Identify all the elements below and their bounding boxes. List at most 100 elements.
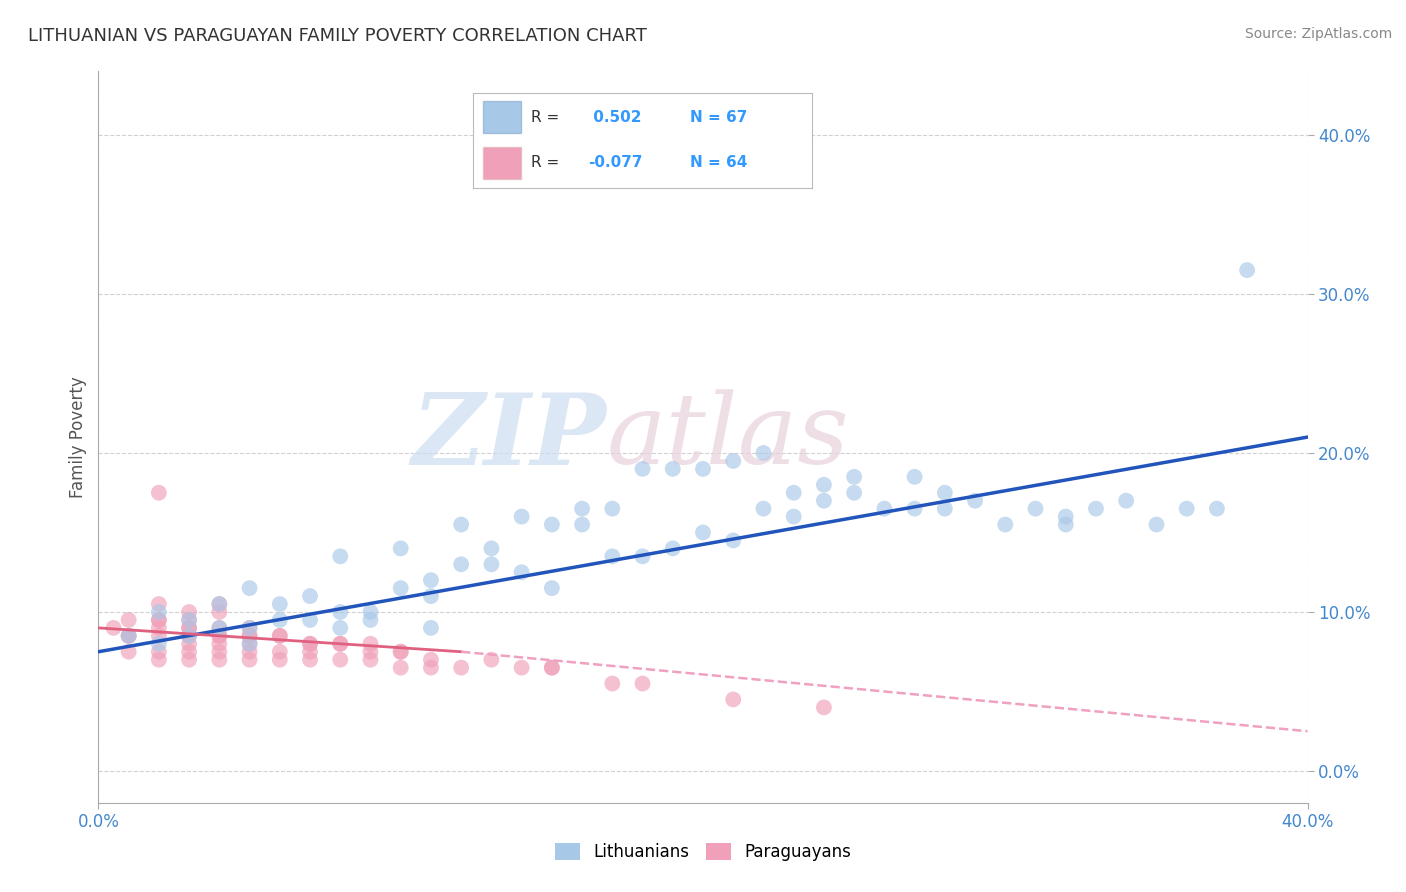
Point bbox=[329, 549, 352, 564]
Point bbox=[299, 613, 322, 627]
Point bbox=[450, 660, 472, 674]
Point bbox=[269, 629, 291, 643]
Point bbox=[873, 501, 896, 516]
Point bbox=[118, 613, 141, 627]
Point bbox=[360, 653, 382, 667]
Point bbox=[510, 509, 533, 524]
Point bbox=[450, 558, 472, 572]
Point bbox=[360, 637, 382, 651]
Point bbox=[723, 454, 745, 468]
Text: ZIP: ZIP bbox=[412, 389, 606, 485]
Point bbox=[602, 549, 624, 564]
Point bbox=[934, 501, 956, 516]
Point bbox=[239, 629, 262, 643]
Point bbox=[420, 653, 443, 667]
Point bbox=[239, 581, 262, 595]
Point bbox=[752, 446, 775, 460]
Point bbox=[844, 485, 866, 500]
Point bbox=[148, 613, 170, 627]
Point bbox=[1206, 501, 1229, 516]
Text: Source: ZipAtlas.com: Source: ZipAtlas.com bbox=[1244, 27, 1392, 41]
Point bbox=[299, 645, 322, 659]
Point bbox=[602, 676, 624, 690]
Point bbox=[1236, 263, 1258, 277]
Point bbox=[208, 621, 231, 635]
Point bbox=[571, 517, 593, 532]
Point bbox=[179, 629, 201, 643]
Point bbox=[118, 629, 141, 643]
Point bbox=[269, 645, 291, 659]
Point bbox=[783, 485, 806, 500]
Point bbox=[723, 692, 745, 706]
Point bbox=[299, 653, 322, 667]
Point bbox=[360, 645, 382, 659]
Point bbox=[661, 462, 683, 476]
Point bbox=[118, 629, 141, 643]
Point bbox=[389, 645, 412, 659]
Point bbox=[179, 653, 201, 667]
Point bbox=[1115, 493, 1137, 508]
Point bbox=[994, 517, 1017, 532]
Text: atlas: atlas bbox=[606, 390, 849, 484]
Point bbox=[148, 637, 170, 651]
Point bbox=[1054, 509, 1077, 524]
Point bbox=[239, 653, 262, 667]
Point bbox=[208, 597, 231, 611]
Point bbox=[103, 621, 125, 635]
Point bbox=[1175, 501, 1198, 516]
Point bbox=[148, 485, 170, 500]
Point bbox=[179, 621, 201, 635]
Point bbox=[631, 676, 654, 690]
Point bbox=[239, 621, 262, 635]
Point bbox=[208, 605, 231, 619]
Point bbox=[148, 653, 170, 667]
Point bbox=[179, 605, 201, 619]
Point bbox=[813, 700, 835, 714]
Point bbox=[329, 605, 352, 619]
Point bbox=[450, 517, 472, 532]
Point bbox=[148, 605, 170, 619]
Point bbox=[602, 501, 624, 516]
Legend: Lithuanians, Paraguayans: Lithuanians, Paraguayans bbox=[548, 836, 858, 868]
Point bbox=[904, 470, 927, 484]
Point bbox=[299, 589, 322, 603]
Point bbox=[269, 629, 291, 643]
Point bbox=[208, 637, 231, 651]
Point bbox=[692, 462, 714, 476]
Point bbox=[208, 597, 231, 611]
Point bbox=[179, 621, 201, 635]
Point bbox=[783, 509, 806, 524]
Point bbox=[239, 645, 262, 659]
Point bbox=[118, 629, 141, 643]
Point bbox=[844, 470, 866, 484]
Point bbox=[631, 549, 654, 564]
Point bbox=[360, 605, 382, 619]
Point bbox=[269, 653, 291, 667]
Point bbox=[692, 525, 714, 540]
Point bbox=[1085, 501, 1108, 516]
Point bbox=[118, 645, 141, 659]
Point bbox=[965, 493, 987, 508]
Point bbox=[148, 629, 170, 643]
Point bbox=[813, 477, 835, 491]
Point bbox=[179, 613, 201, 627]
Point bbox=[239, 621, 262, 635]
Point bbox=[934, 485, 956, 500]
Point bbox=[208, 629, 231, 643]
Point bbox=[571, 501, 593, 516]
Point bbox=[481, 653, 503, 667]
Point bbox=[179, 629, 201, 643]
Point bbox=[481, 558, 503, 572]
Point bbox=[329, 653, 352, 667]
Point bbox=[148, 621, 170, 635]
Point bbox=[540, 581, 562, 595]
Point bbox=[389, 660, 412, 674]
Point bbox=[360, 613, 382, 627]
Point bbox=[208, 645, 231, 659]
Y-axis label: Family Poverty: Family Poverty bbox=[69, 376, 87, 498]
Point bbox=[329, 621, 352, 635]
Point bbox=[148, 597, 170, 611]
Text: LITHUANIAN VS PARAGUAYAN FAMILY POVERTY CORRELATION CHART: LITHUANIAN VS PARAGUAYAN FAMILY POVERTY … bbox=[28, 27, 647, 45]
Point bbox=[148, 613, 170, 627]
Point bbox=[540, 517, 562, 532]
